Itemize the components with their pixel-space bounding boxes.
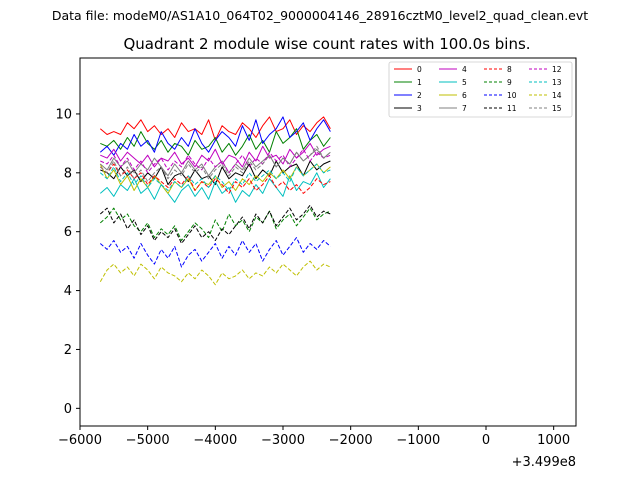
legend-label-0: 0 [417,65,422,74]
legend-label-3: 3 [417,104,422,113]
legend-label-9: 9 [507,78,512,87]
legend-label-15: 15 [552,104,562,113]
series-line-1 [100,128,331,156]
series-line-12 [100,148,331,174]
legend-label-2: 2 [417,91,422,100]
y-tick-label: 10 [55,107,72,122]
x-tick-label: −6000 [58,433,102,448]
legend-label-13: 13 [552,78,562,87]
series-line-2 [99,116,331,156]
x-axis: −6000 −5000 −4000 −3000 −2000 −1000 0 1000 [58,426,570,448]
x-tick-label: 0 [482,433,490,448]
x-tick-label: −2000 [329,433,373,448]
legend-label-10: 10 [507,91,517,100]
series-line-3 [100,160,331,186]
x-tick-label: −3000 [261,433,305,448]
series-line-10 [99,237,331,268]
legend-label-7: 7 [462,104,467,113]
y-tick-label: 4 [64,284,72,299]
axes-frame [79,57,577,427]
legend-label-1: 1 [417,78,422,87]
legend-box [388,61,573,118]
series-line-13 [99,163,331,191]
y-axis: 0 2 4 6 8 10 [55,107,80,417]
x-tick-label: −1000 [396,433,440,448]
series-line-5 [99,172,331,203]
legend-label-14: 14 [552,91,562,100]
x-tick-label: −4000 [193,433,237,448]
y-tick-label: 0 [64,402,72,417]
legend-label-12: 12 [552,65,562,74]
legend-label-6: 6 [462,91,467,100]
legend-label-11: 11 [507,104,517,113]
x-axis-offset-label: +3.499e8 [512,455,576,470]
series-line-11 [99,204,331,244]
plot-area [99,116,331,286]
x-tick-label: −5000 [126,433,170,448]
series-line-15 [99,145,331,183]
figure-suptitle: Data file: modeM0/AS1A10_064T02_90000041… [52,8,588,23]
legend-label-5: 5 [462,78,467,87]
y-tick-label: 8 [64,166,72,181]
series-line-4 [100,142,331,168]
series-line-8 [99,163,331,194]
series-line-14 [99,260,331,286]
y-tick-label: 2 [64,343,72,358]
legend-label-8: 8 [507,65,512,74]
legend-label-4: 4 [462,65,467,74]
y-tick-label: 6 [64,225,72,240]
chart-title: Quadrant 2 module wise count rates with … [123,35,530,53]
x-tick-label: 1000 [537,433,570,448]
